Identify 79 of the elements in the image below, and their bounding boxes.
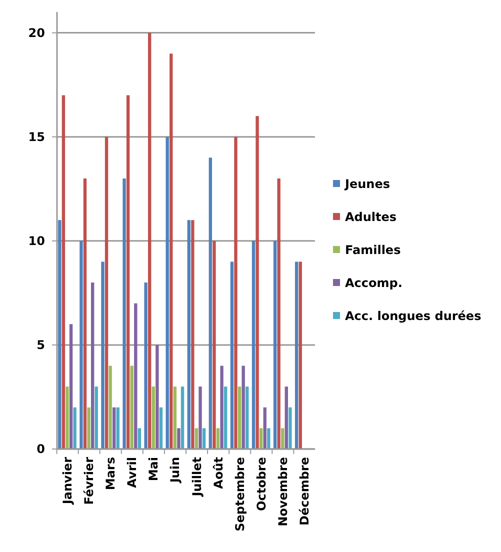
x-tick-label: Mai xyxy=(146,457,161,482)
bar xyxy=(108,366,112,449)
y-tick-label: 0 xyxy=(36,442,45,456)
bar xyxy=(259,428,263,449)
bar xyxy=(166,136,169,449)
bar xyxy=(126,95,130,449)
legend-label: Acc. longues durées xyxy=(345,309,482,324)
bar xyxy=(202,428,206,449)
bar xyxy=(134,303,138,449)
bar xyxy=(242,366,245,449)
bar xyxy=(116,407,120,449)
x-tick-label: Août xyxy=(211,456,226,489)
x-tick-label: Octobre xyxy=(254,457,268,511)
bar xyxy=(230,262,234,449)
bar xyxy=(294,262,298,449)
bar xyxy=(148,32,152,449)
bar xyxy=(246,386,249,449)
bar xyxy=(194,428,198,449)
bar xyxy=(220,366,224,449)
bar xyxy=(66,386,69,449)
bar xyxy=(94,386,98,449)
bar xyxy=(256,116,259,449)
bar xyxy=(138,428,142,449)
bar xyxy=(216,428,220,449)
bar xyxy=(112,407,116,449)
bar xyxy=(277,178,280,449)
bar xyxy=(58,220,62,449)
bar xyxy=(69,324,73,449)
bar xyxy=(267,428,270,449)
x-tick-label: Juin xyxy=(168,457,182,484)
y-tick-label: 5 xyxy=(36,338,45,352)
y-tick-label: 20 xyxy=(28,26,45,40)
legend-label: Accomp. xyxy=(345,276,402,290)
bar xyxy=(224,386,228,449)
bar xyxy=(80,240,83,449)
bar xyxy=(177,428,180,449)
x-tick-label: Mars xyxy=(104,457,118,490)
bar xyxy=(170,54,173,449)
bar xyxy=(101,262,104,449)
bar xyxy=(198,386,202,449)
y-tick-label: 15 xyxy=(28,130,45,144)
bar xyxy=(284,386,288,449)
bar xyxy=(152,386,155,449)
bar xyxy=(159,407,163,449)
bar xyxy=(208,158,212,449)
bar xyxy=(288,407,292,449)
x-tick-label: Septembre xyxy=(232,457,247,532)
bar xyxy=(83,178,87,449)
bar xyxy=(173,386,177,449)
bar xyxy=(263,407,266,449)
bar xyxy=(191,220,194,449)
bar xyxy=(298,262,302,449)
x-tick-label: Avril xyxy=(125,457,140,488)
x-tick-label: Février xyxy=(82,456,96,505)
y-tick-label: 10 xyxy=(28,234,45,248)
bar xyxy=(238,386,242,449)
bar xyxy=(62,95,66,449)
bar xyxy=(281,428,284,449)
legend-label: Familles xyxy=(345,243,401,258)
bar xyxy=(87,407,90,449)
x-tick-label: Juillet xyxy=(190,456,204,498)
bar xyxy=(122,178,126,449)
bar xyxy=(73,407,76,449)
legend-label: Jeunes xyxy=(344,177,390,192)
x-tick-label: Décembre xyxy=(297,457,312,526)
x-tick-label: Novembre xyxy=(276,457,290,526)
bar xyxy=(130,366,134,449)
bar xyxy=(273,240,277,449)
bar xyxy=(252,240,256,449)
x-tick-label: Janvier xyxy=(60,456,75,506)
bar xyxy=(187,220,190,449)
bar xyxy=(212,240,216,449)
bar xyxy=(90,282,94,449)
bar xyxy=(234,136,238,449)
bar xyxy=(104,136,108,449)
bar xyxy=(144,282,148,449)
legend-label: Adultes xyxy=(345,210,397,224)
bar xyxy=(156,344,159,449)
bar xyxy=(180,386,184,449)
